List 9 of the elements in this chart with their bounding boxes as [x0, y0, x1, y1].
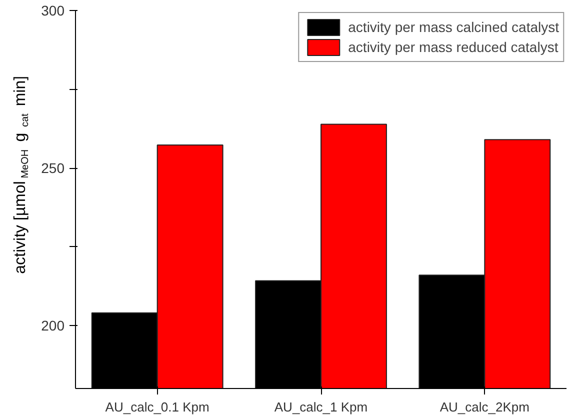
- y-tick-label: 300: [41, 2, 65, 18]
- x-tick-label: AU_calc_0.1 Kpm: [105, 400, 210, 414]
- y-tick-label: 200: [41, 318, 65, 334]
- x-tick-label: AU_calc_1 Kpm: [274, 400, 368, 414]
- x-tick-label: AU_calc_2Kpm: [440, 400, 530, 414]
- legend-label: activity per mass calcined catalyst: [348, 18, 559, 37]
- legend-label: activity per mass reduced catalyst: [348, 38, 558, 57]
- y-tick-label: 250: [41, 160, 65, 176]
- y-axis-title: activity [µmolMeOH gcat min]: [12, 76, 31, 274]
